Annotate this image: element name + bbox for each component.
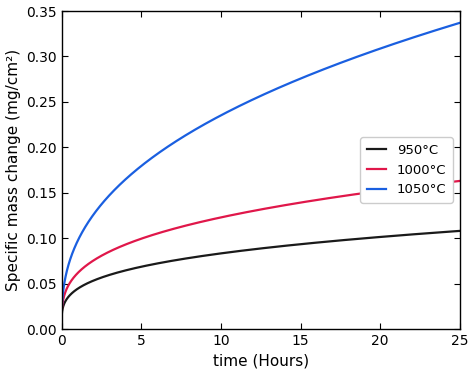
- Line: 1050°C: 1050°C: [62, 23, 460, 311]
- 1050°C: [104, 196, 110, 200]
- 1000°C: [449, 180, 455, 184]
- 1000°C: [104, 251, 110, 255]
- 1050°C: [406, 37, 412, 41]
- Legend: 950°C, 1000°C, 1050°C: 950°C, 1000°C, 1050°C: [360, 137, 453, 203]
- 950°C: [229, 250, 235, 254]
- 1000°C: [406, 185, 412, 189]
- 1000°C: [211, 217, 217, 221]
- 1050°C: [211, 117, 217, 121]
- 1050°C: [229, 108, 235, 112]
- 950°C: [449, 229, 455, 234]
- 1000°C: [229, 213, 235, 217]
- X-axis label: time (Hours): time (Hours): [213, 353, 309, 368]
- 1000°C: [128, 240, 134, 245]
- 950°C: [59, 313, 64, 318]
- 950°C: [104, 273, 110, 278]
- 950°C: [128, 267, 134, 272]
- 1000°C: [457, 179, 463, 183]
- Y-axis label: Specific mass change (mg/cm²): Specific mass change (mg/cm²): [6, 49, 20, 291]
- 950°C: [406, 232, 412, 237]
- 1000°C: [59, 310, 64, 315]
- 950°C: [457, 229, 463, 233]
- 1050°C: [59, 309, 64, 313]
- 1050°C: [449, 23, 455, 28]
- 1050°C: [457, 21, 463, 25]
- Line: 950°C: 950°C: [62, 231, 460, 316]
- Line: 1000°C: 1000°C: [62, 181, 460, 313]
- 1050°C: [128, 172, 134, 177]
- 950°C: [211, 252, 217, 257]
